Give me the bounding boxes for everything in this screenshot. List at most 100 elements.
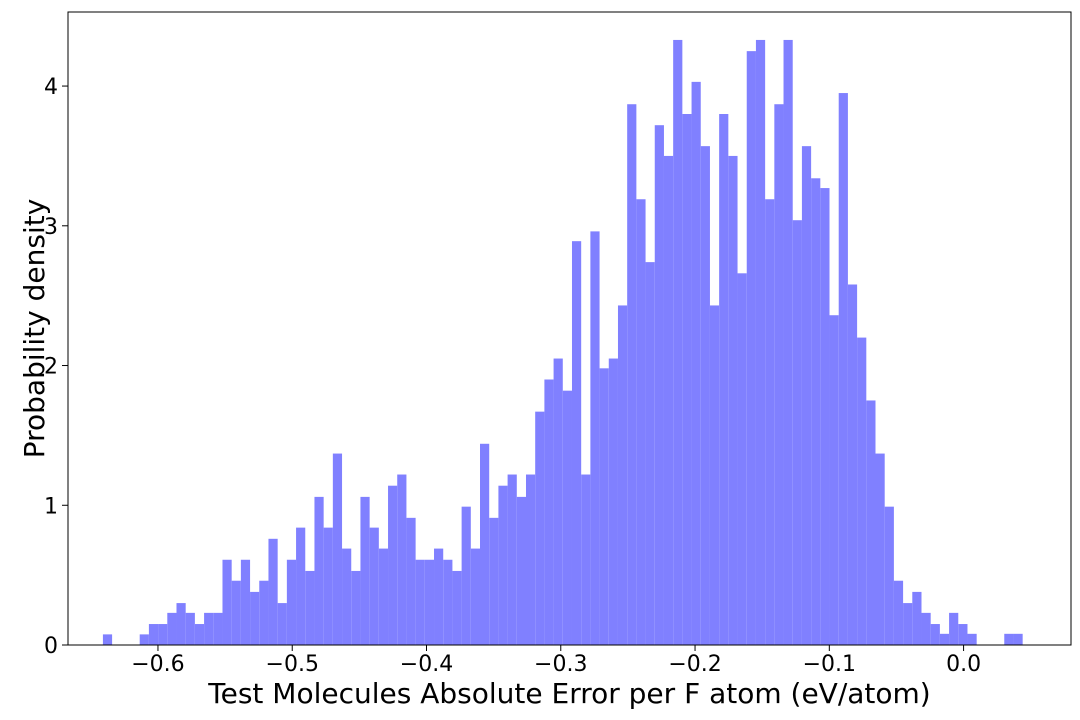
x-tick-label: −0.5 (266, 652, 319, 677)
bar (645, 262, 655, 645)
bar (857, 337, 867, 645)
bar (139, 634, 149, 645)
bar (498, 485, 508, 645)
bar (774, 104, 784, 646)
y-tick-label: 1 (44, 494, 58, 519)
bar (939, 633, 950, 645)
bar (562, 390, 572, 645)
bar (305, 570, 315, 645)
bar (158, 624, 168, 645)
bar (627, 104, 637, 646)
bar (535, 411, 545, 645)
bar (176, 603, 186, 645)
y-tick-label: 3 (44, 215, 58, 240)
bar (930, 624, 940, 645)
bar (480, 443, 490, 645)
bar (516, 496, 526, 645)
x-tick-label: 0.0 (946, 652, 981, 677)
bar (599, 368, 609, 645)
bar (903, 603, 913, 645)
bar (700, 146, 710, 645)
y-axis-label: Probability density (18, 199, 51, 459)
bar (286, 559, 297, 645)
bar (369, 527, 379, 645)
bar (250, 591, 260, 645)
bar (461, 506, 471, 645)
bar (884, 506, 894, 645)
bar (811, 178, 821, 645)
bar (893, 580, 904, 645)
bar (691, 81, 701, 645)
bar (829, 315, 839, 645)
y-tick-label: 0 (44, 634, 58, 659)
bar (397, 474, 407, 645)
bar (783, 39, 793, 645)
bar (590, 231, 600, 646)
y-tick-label: 2 (44, 355, 58, 380)
bar (608, 358, 618, 645)
bar (388, 485, 398, 645)
bar (406, 517, 416, 645)
bar (507, 474, 517, 645)
bar (424, 559, 435, 645)
bar (801, 146, 812, 645)
bar (581, 474, 591, 645)
bar (222, 559, 232, 645)
bar (912, 591, 922, 645)
bar (332, 453, 343, 645)
bar (1013, 633, 1023, 645)
bar (323, 527, 333, 645)
x-tick-label: −0.1 (803, 652, 856, 677)
bar (277, 603, 287, 645)
bar (875, 453, 885, 645)
bar (342, 548, 352, 645)
bar (544, 379, 554, 645)
x-tick-label: −0.6 (131, 652, 184, 677)
bar (185, 612, 195, 645)
plot-frame (67, 11, 1072, 646)
bar (719, 114, 729, 646)
bar (636, 199, 646, 645)
x-tick-label: −0.4 (400, 652, 453, 677)
bar (489, 517, 499, 645)
bar (268, 538, 278, 645)
bar (866, 400, 876, 645)
bar (213, 612, 223, 645)
bar (1004, 633, 1014, 645)
bar (240, 559, 251, 645)
bar (360, 496, 370, 645)
bar (525, 474, 536, 645)
bar (571, 241, 582, 645)
bar (167, 612, 177, 645)
bar (443, 559, 453, 645)
bar (737, 273, 747, 645)
bar (820, 188, 830, 645)
x-axis-label: Test Molecules Absolute Error per F atom… (207, 677, 930, 710)
bar (259, 580, 269, 645)
bar (838, 93, 848, 645)
bar (617, 305, 628, 645)
bar (296, 527, 306, 645)
bar (755, 39, 766, 645)
bar (967, 633, 977, 645)
bar (746, 51, 756, 645)
bar (148, 624, 159, 645)
bar (921, 612, 931, 645)
bar (682, 114, 692, 646)
bar (194, 624, 205, 645)
bar (204, 612, 214, 645)
bar (434, 548, 444, 645)
x-tick-label: −0.3 (534, 652, 587, 677)
y-tick-label: 4 (44, 75, 58, 100)
bar (314, 496, 324, 645)
bar (231, 580, 241, 645)
bar (792, 220, 802, 645)
bar (663, 155, 674, 645)
bar (553, 358, 563, 645)
bar (847, 284, 858, 645)
x-tick-label: −0.2 (668, 652, 721, 677)
bar (378, 548, 389, 645)
bar (709, 305, 720, 645)
bar (654, 125, 664, 646)
